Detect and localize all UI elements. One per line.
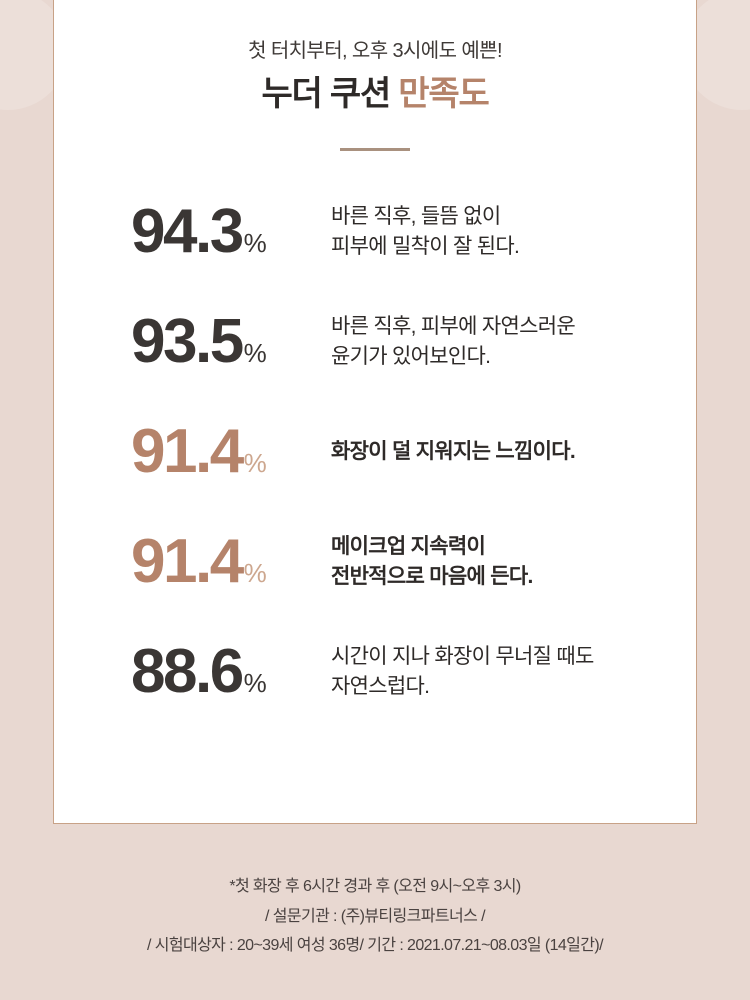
stat-description: 메이크업 지속력이 전반적으로 마음에 든다. [331, 532, 533, 592]
stat-description: 화장이 덜 지워지는 느낌이다. [331, 437, 576, 467]
survey-footnote: *첫 화장 후 6시간 경과 후 (오전 9시~오후 3시) / 설문기관 : … [0, 872, 750, 961]
stat-number: 88.6 [131, 636, 244, 706]
stat-description-line: 전반적으로 마음에 든다. [331, 564, 533, 588]
stat-value: 88.6 % [131, 636, 331, 706]
stat-description-line: 메이크업 지속력이 [331, 534, 486, 558]
stat-percent-symbol: % [243, 227, 267, 258]
stat-number: 94.3 [131, 196, 244, 266]
footnote-line-institution: / 설문기관 : (주)뷰티링크파트너스 / [265, 907, 486, 925]
stat-percent-symbol: % [243, 557, 267, 588]
stat-description: 바른 직후, 들뜸 없이 피부에 밀착이 잘 된다. [331, 202, 520, 262]
stat-description: 바른 직후, 피부에 자연스러운 윤기가 있어보인다. [331, 312, 576, 372]
stat-description-line: 자연스럽다. [331, 674, 430, 698]
stat-value: 91.4 % [131, 416, 331, 486]
stat-description-line: 바른 직후, 피부에 자연스러운 [331, 314, 576, 338]
stat-row: 91.4 % 메이크업 지속력이 전반적으로 마음에 든다. [54, 507, 696, 617]
stat-percent-symbol: % [243, 667, 267, 698]
page-title-main: 누더 쿠션 [261, 75, 391, 113]
stat-description-line: 윤기가 있어보인다. [331, 344, 491, 368]
title-divider [340, 147, 410, 151]
stat-description-line: 피부에 밀착이 잘 된다. [331, 234, 520, 258]
footnote-line-condition: *첫 화장 후 6시간 경과 후 (오전 9시~오후 3시) [229, 878, 521, 895]
stat-description-line: 화장이 덜 지워지는 느낌이다. [331, 439, 576, 463]
page-title-accent: 만족도 [398, 75, 489, 113]
stat-description: 시간이 지나 화장이 무너질 때도 자연스럽다. [331, 642, 594, 702]
stat-value: 93.5 % [131, 306, 331, 376]
footnote-line-subjects: / 시험대상자 : 20~39세 여성 36명/ 기간 : 2021.07.21… [147, 937, 604, 955]
stat-value: 91.4 % [131, 526, 331, 596]
stat-number: 91.4 [131, 416, 244, 486]
stat-row: 88.6 % 시간이 지나 화장이 무너질 때도 자연스럽다. [54, 617, 696, 727]
stat-number: 91.4 [131, 526, 244, 596]
page-subtitle: 첫 터치부터, 오후 3시에도 예쁜! [248, 40, 502, 62]
stat-row: 93.5 % 바른 직후, 피부에 자연스러운 윤기가 있어보인다. [54, 287, 696, 397]
stat-row: 94.3 % 바른 직후, 들뜸 없이 피부에 밀착이 잘 된다. [54, 177, 696, 287]
stat-number: 93.5 [131, 306, 244, 376]
stat-value: 94.3 % [131, 196, 331, 266]
satisfaction-card: 첫 터치부터, 오후 3시에도 예쁜! 누더 쿠션 만족도 94.3 % 바른 … [53, 0, 697, 824]
stat-row: 91.4 % 화장이 덜 지워지는 느낌이다. [54, 397, 696, 507]
satisfaction-stats-list: 94.3 % 바른 직후, 들뜸 없이 피부에 밀착이 잘 된다. 93.5 %… [54, 177, 696, 727]
stat-description-line: 시간이 지나 화장이 무너질 때도 [331, 644, 594, 668]
stat-description-line: 바른 직후, 들뜸 없이 [331, 204, 501, 228]
stat-percent-symbol: % [243, 447, 267, 478]
page-title: 누더 쿠션 만족도 [54, 73, 696, 116]
stat-percent-symbol: % [243, 337, 267, 368]
